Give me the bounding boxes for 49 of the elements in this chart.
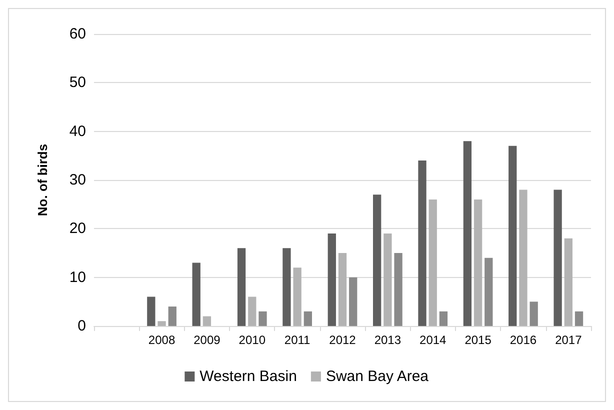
bar <box>519 190 528 326</box>
y-tick-label: 40 <box>69 122 86 140</box>
bar <box>328 234 336 326</box>
bar <box>428 199 437 326</box>
bar <box>418 160 426 326</box>
y-tick-label: 50 <box>69 74 86 92</box>
y-tick-label: 20 <box>69 220 86 238</box>
bar <box>384 234 392 326</box>
bar <box>574 311 584 326</box>
bar <box>564 238 572 326</box>
bar <box>554 190 562 326</box>
bar <box>338 253 347 326</box>
y-tick-label: 60 <box>69 26 86 42</box>
bar <box>508 146 517 326</box>
bar <box>248 296 256 326</box>
bar <box>349 277 358 326</box>
y-axis-title: No. of birds <box>35 144 50 216</box>
x-tick-label: 2010 <box>238 333 266 347</box>
x-tick-label: 2015 <box>464 333 492 347</box>
x-tick-label: 2014 <box>420 333 447 347</box>
bar <box>474 199 482 326</box>
bar <box>282 248 291 326</box>
x-tick-label: 2011 <box>284 333 311 347</box>
x-tick-label: 2016 <box>510 333 537 347</box>
legend-label: Swan Bay Area <box>326 368 430 385</box>
bar <box>530 302 538 326</box>
bar <box>237 248 246 326</box>
x-tick-label: 2008 <box>148 333 176 347</box>
bar <box>192 262 200 326</box>
y-tick-label: 30 <box>69 172 86 188</box>
y-tick-label: 10 <box>69 268 86 286</box>
bar <box>147 296 156 326</box>
bar <box>484 258 493 326</box>
y-tick-label: 0 <box>78 318 86 334</box>
x-tick-label: 2013 <box>374 333 402 347</box>
bar <box>258 311 267 326</box>
bar <box>158 321 166 326</box>
bar <box>293 268 302 326</box>
bar <box>373 194 382 326</box>
bar <box>439 311 448 326</box>
bar <box>463 141 472 326</box>
bar <box>394 253 402 326</box>
x-tick-label: 2017 <box>555 333 582 347</box>
bar <box>202 316 212 326</box>
legend-label: Western Basin <box>200 368 297 385</box>
x-tick-label: 2012 <box>329 333 356 347</box>
bar <box>168 306 176 326</box>
x-tick-label: 2009 <box>194 333 221 347</box>
bar <box>304 311 312 326</box>
